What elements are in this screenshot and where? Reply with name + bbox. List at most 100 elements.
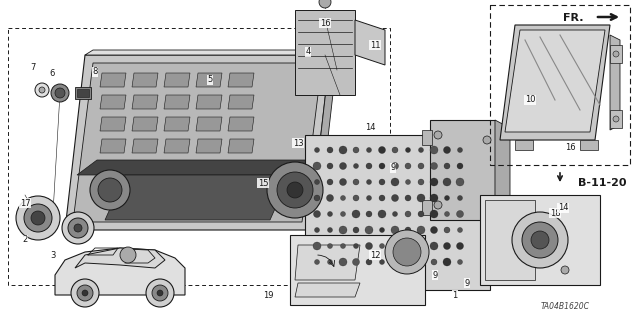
Circle shape [379,179,385,185]
Circle shape [367,196,371,201]
Bar [422,130,432,145]
Circle shape [418,179,424,185]
Circle shape [366,163,372,169]
Polygon shape [610,35,620,130]
Polygon shape [164,139,190,153]
Circle shape [444,227,450,233]
Circle shape [456,211,463,218]
Polygon shape [196,117,222,131]
Circle shape [353,164,358,168]
Circle shape [406,147,410,152]
Circle shape [404,258,412,265]
Circle shape [613,51,619,57]
Circle shape [313,242,321,250]
Polygon shape [132,117,158,131]
Circle shape [51,84,69,102]
Circle shape [456,242,463,249]
Circle shape [267,162,323,218]
Circle shape [314,195,320,201]
Circle shape [353,195,359,201]
Circle shape [404,242,412,250]
Circle shape [365,226,373,234]
Circle shape [339,179,346,186]
Polygon shape [305,135,490,290]
Circle shape [120,247,136,263]
Circle shape [531,231,549,249]
Circle shape [379,195,385,201]
Bar [422,200,432,215]
Circle shape [418,163,424,169]
Circle shape [457,163,463,169]
Polygon shape [310,50,338,230]
Circle shape [328,211,333,217]
Circle shape [430,210,438,218]
Circle shape [366,259,372,265]
Polygon shape [164,95,190,109]
Circle shape [314,147,319,152]
Circle shape [405,195,411,201]
Circle shape [391,178,399,186]
Circle shape [405,211,411,217]
Circle shape [39,87,45,93]
Circle shape [418,211,424,217]
Polygon shape [164,117,190,131]
Circle shape [405,227,411,233]
Circle shape [385,230,429,274]
Circle shape [31,211,45,225]
Polygon shape [65,55,330,230]
Circle shape [353,179,359,185]
Polygon shape [100,117,126,131]
Circle shape [353,227,359,233]
Circle shape [90,170,130,210]
Text: 16: 16 [320,19,330,27]
Circle shape [613,116,619,122]
Polygon shape [430,120,495,220]
Text: 13: 13 [292,138,303,147]
Circle shape [380,259,385,264]
Circle shape [380,227,385,233]
Circle shape [340,211,346,217]
Text: 6: 6 [49,69,54,78]
Circle shape [367,147,371,152]
Circle shape [405,163,411,169]
Polygon shape [132,95,158,109]
Circle shape [431,162,438,169]
Circle shape [328,227,333,233]
Circle shape [314,227,319,233]
Circle shape [339,146,347,154]
Text: 15: 15 [258,179,268,188]
Text: 7: 7 [30,63,36,72]
Bar [610,45,622,63]
Polygon shape [355,20,385,65]
Circle shape [445,196,449,201]
Circle shape [287,182,303,198]
Bar [290,235,425,305]
Circle shape [314,211,321,218]
Bar [77,89,89,97]
Circle shape [82,290,88,296]
Text: 10: 10 [525,95,535,105]
Circle shape [277,172,313,208]
Circle shape [444,163,450,169]
Text: 16: 16 [564,144,575,152]
Polygon shape [196,95,222,109]
Circle shape [328,259,333,264]
Circle shape [458,227,463,233]
Polygon shape [295,283,360,297]
Circle shape [319,0,331,8]
Circle shape [157,290,163,296]
Circle shape [393,238,421,266]
Circle shape [392,195,399,202]
Circle shape [444,242,451,249]
Polygon shape [196,73,222,87]
Circle shape [380,243,385,249]
Circle shape [379,163,385,169]
Polygon shape [132,73,158,87]
Circle shape [339,258,347,266]
Text: 19: 19 [263,291,273,300]
Text: B-11-20: B-11-20 [578,178,627,188]
Circle shape [430,146,438,154]
Circle shape [35,83,49,97]
Circle shape [391,226,399,234]
Circle shape [68,218,88,238]
